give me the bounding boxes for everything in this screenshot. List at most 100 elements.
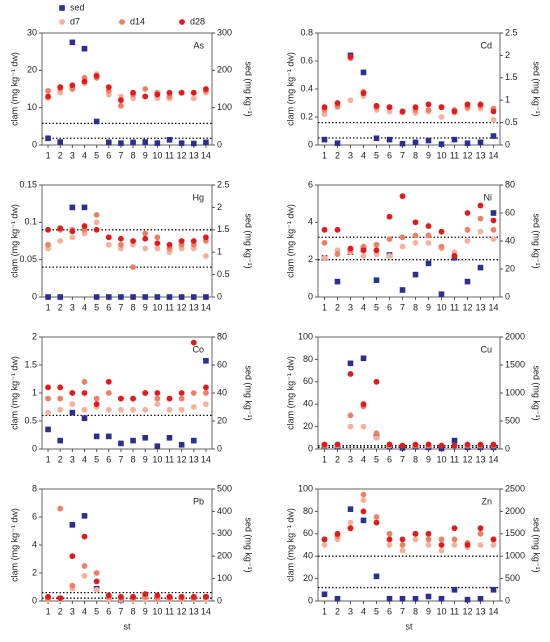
clam-point xyxy=(347,525,354,532)
x-tick-label: 14 xyxy=(488,302,498,312)
sed-point xyxy=(154,294,161,300)
clam-point xyxy=(118,235,124,242)
x-tick-label: 2 xyxy=(58,454,63,464)
x-tick-label: 10 xyxy=(436,150,446,160)
clam-point xyxy=(166,395,173,402)
y2-tick-label: 100 xyxy=(217,102,232,112)
sed-point xyxy=(166,435,173,441)
clam-point xyxy=(490,536,497,543)
sed-point xyxy=(464,278,471,285)
x-tick-label: 8 xyxy=(413,150,418,160)
x-tick-label: 14 xyxy=(201,606,211,616)
plot-frame xyxy=(317,336,501,450)
plot-frame xyxy=(317,32,501,146)
clam-point xyxy=(347,53,354,60)
clam-point xyxy=(360,90,367,97)
y2-tick-label: 20 xyxy=(505,263,515,273)
y-tick-label: 20 xyxy=(303,421,313,431)
sed-point xyxy=(118,140,124,146)
x-tick-label: 11 xyxy=(165,302,174,312)
legend-label: d14 xyxy=(130,16,145,26)
clam-point xyxy=(451,253,458,259)
y2-tick-label: 40 xyxy=(217,387,227,397)
clam-point xyxy=(45,241,51,248)
sed-point xyxy=(373,573,380,580)
legend-marker xyxy=(59,19,65,25)
clam-point xyxy=(190,404,197,410)
clam-point xyxy=(93,578,100,585)
x-tick-label: 1 xyxy=(46,302,51,312)
y2-tick-label: 200 xyxy=(217,551,232,561)
x-tick-label: 9 xyxy=(426,150,431,160)
x-tick-label: 7 xyxy=(400,150,405,160)
clam-point xyxy=(130,406,136,413)
clam-point xyxy=(425,542,432,548)
sed-point xyxy=(69,409,76,416)
clam-point xyxy=(438,228,445,235)
y2-tick-label: 500 xyxy=(505,415,520,425)
y-tick-label: 20 xyxy=(27,65,37,75)
clam-point xyxy=(178,238,185,244)
y-tick-label: 8 xyxy=(32,483,37,493)
clam-point xyxy=(166,593,173,600)
sed-point xyxy=(166,136,173,143)
clam-point xyxy=(347,97,354,104)
y2-tick-label: 200 xyxy=(217,65,232,75)
x-tick-label: 1 xyxy=(322,454,327,464)
clam-point xyxy=(477,525,484,532)
sed-point xyxy=(451,437,458,444)
clam-point xyxy=(93,211,100,218)
x-tick-label: 5 xyxy=(374,454,379,464)
clam-point xyxy=(464,210,471,216)
clam-point xyxy=(373,102,380,109)
sed-point xyxy=(57,139,64,145)
clam-point xyxy=(399,442,406,449)
x-tick-label: 9 xyxy=(143,606,148,616)
y2-axis-label: sed (mg kg⁻¹) xyxy=(532,517,542,572)
x-tick-label: 11 xyxy=(165,606,174,616)
y-tick-label: 0 xyxy=(32,139,37,149)
panel-label: Cd xyxy=(480,40,492,50)
clam-point xyxy=(154,245,161,252)
clam-point xyxy=(347,371,354,377)
sed-point xyxy=(178,442,185,448)
clam-point xyxy=(399,108,406,115)
sed-point xyxy=(347,360,354,367)
clam-point xyxy=(399,542,406,548)
sed-point xyxy=(490,587,497,593)
clam-point xyxy=(373,519,380,526)
clam-point xyxy=(399,234,406,241)
sed-point xyxy=(81,415,88,421)
sed-point xyxy=(334,278,341,285)
clam-point xyxy=(360,423,367,430)
x-tick-label: 8 xyxy=(131,150,136,160)
y-tick-label: 60 xyxy=(303,376,313,386)
x-tick-label: 13 xyxy=(189,302,199,312)
x-tick-label: 2 xyxy=(335,454,340,464)
y2-tick-label: 2.5 xyxy=(505,27,518,37)
sed-point xyxy=(81,513,88,519)
clam-point xyxy=(105,592,112,599)
x-tick-label: 11 xyxy=(450,302,459,312)
clam-point xyxy=(93,73,100,79)
clam-point xyxy=(373,241,380,248)
x-tick-label: 2 xyxy=(58,606,63,616)
x-tick-label: 1 xyxy=(322,606,327,616)
y-tick-label: 40 xyxy=(303,551,313,561)
clam-point xyxy=(360,491,367,498)
clam-point xyxy=(166,89,173,96)
clam-point xyxy=(118,395,124,402)
y2-tick-label: 60 xyxy=(217,359,227,369)
y2-tick-label: 2000 xyxy=(505,331,525,341)
sed-point xyxy=(178,140,185,146)
y2-tick-label: 0.5 xyxy=(217,269,230,279)
x-tick-label: 9 xyxy=(143,302,148,312)
x-tick-label: 12 xyxy=(177,302,187,312)
clam-point xyxy=(360,401,367,408)
y2-tick-label: 1 xyxy=(217,247,222,257)
clam-point xyxy=(412,104,419,111)
clam-point xyxy=(334,530,341,537)
clam-point xyxy=(464,441,471,448)
x-tick-label: 7 xyxy=(400,606,405,616)
x-tick-label: 7 xyxy=(400,454,405,464)
